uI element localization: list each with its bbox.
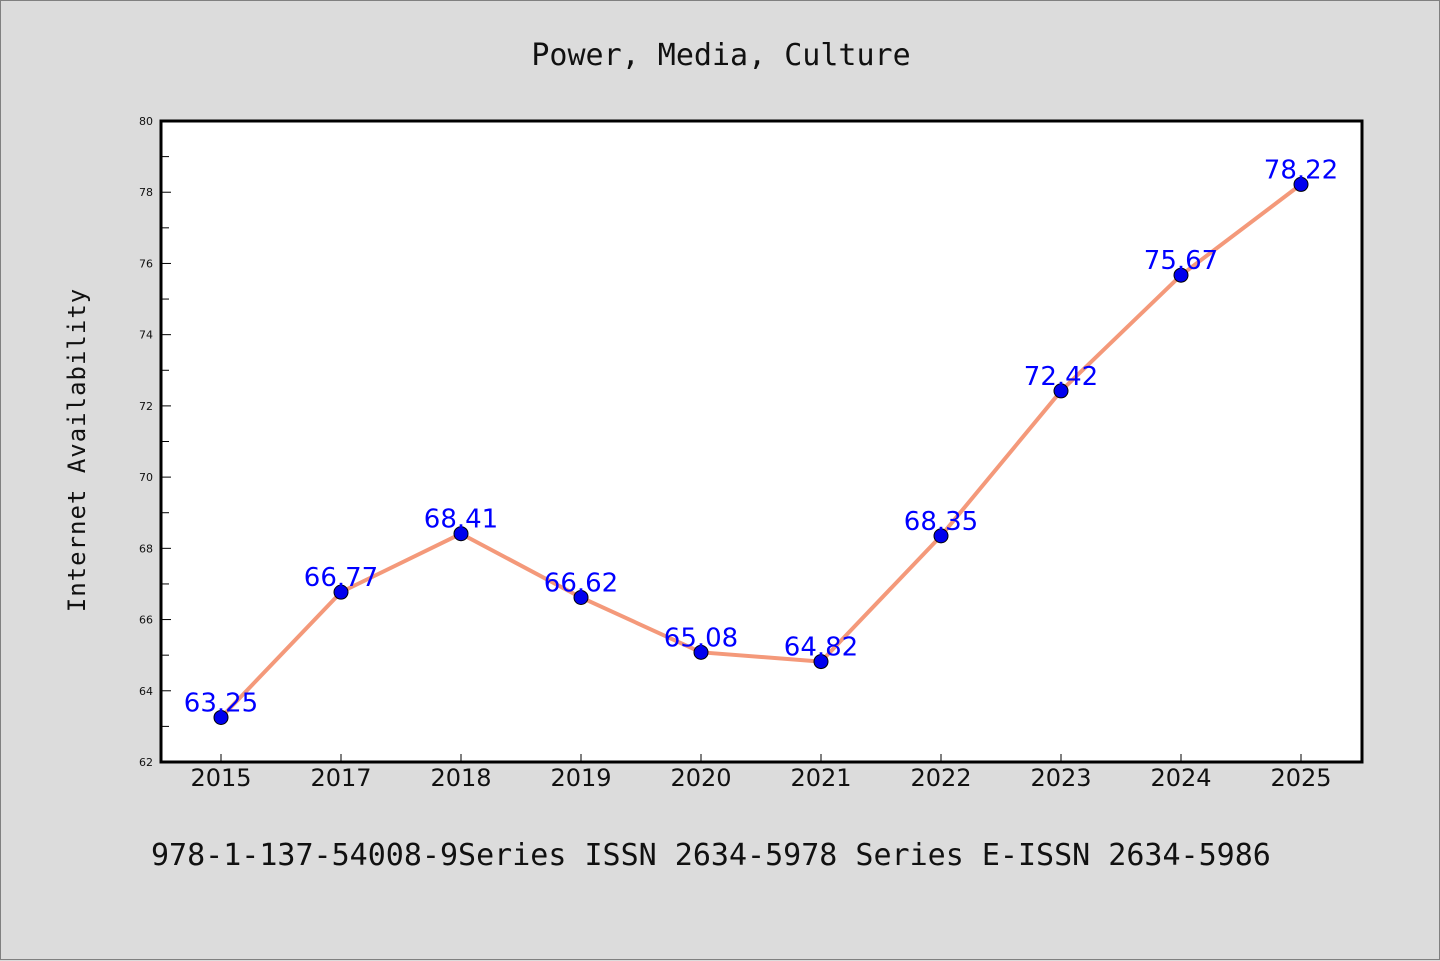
data-point [1293, 176, 1309, 192]
y-axis-label: Internet Availability [63, 288, 91, 612]
x-axis: 2015 2017 2018 2019 2020 2021 2022 2023 2024 2025 [190, 754, 1332, 792]
x-tick-label: 2023 [1030, 764, 1091, 792]
data-point [1053, 383, 1069, 399]
y-tick-label: 74 [139, 329, 153, 342]
series-line-group [219, 182, 1303, 720]
data-label: 65.08 [664, 623, 738, 653]
data-point [333, 584, 349, 600]
y-tick-label: 80 [139, 115, 153, 128]
chart-title: Power, Media, Culture [531, 38, 910, 73]
y-tick-label: 64 [139, 685, 153, 698]
x-tick-label: 2015 [190, 764, 251, 792]
data-point [933, 528, 949, 544]
data-point [813, 654, 829, 670]
data-label: 66.62 [544, 568, 618, 598]
data-label: 68.41 [424, 505, 498, 535]
data-point [213, 709, 229, 725]
y-tick-label: 66 [139, 614, 153, 627]
data-label: 72.42 [1024, 362, 1098, 392]
data-label: 66.77 [304, 563, 378, 593]
footer-text: 978-1-137-54008-9Series ISSN 2634-5978 S… [151, 838, 1271, 873]
y-tick-label: 62 [139, 756, 153, 769]
y-tick-label: 78 [139, 186, 153, 199]
x-tick-label: 2017 [310, 764, 371, 792]
x-tick-label: 2019 [550, 764, 611, 792]
x-tick-label: 2025 [1270, 764, 1331, 792]
data-point [453, 526, 469, 542]
data-label: 64.82 [784, 633, 858, 663]
data-label: 68.35 [904, 507, 978, 537]
x-tick-label: 2021 [790, 764, 851, 792]
y-tick-label: 68 [139, 542, 153, 555]
data-point [1173, 267, 1189, 283]
data-label: 75.67 [1144, 246, 1218, 276]
data-label: 63.25 [184, 688, 258, 718]
y-tick-label: 76 [139, 257, 153, 270]
x-tick-label: 2020 [670, 764, 731, 792]
data-point [693, 644, 709, 660]
data-point [573, 589, 589, 605]
x-tick-label: 2018 [430, 764, 491, 792]
y-axis: 62 64 66 68 70 72 74 76 78 80 [139, 115, 171, 769]
data-labels-group: 63.25 66.77 68.41 66.62 65.08 64.82 68.35 72.42… [184, 155, 1338, 718]
data-label: 78.22 [1264, 155, 1338, 185]
y-tick-label: 70 [139, 471, 153, 484]
y-tick-label: 72 [139, 400, 153, 413]
plot-area [159, 119, 1364, 764]
series-line [219, 182, 1303, 720]
x-tick-label: 2024 [1150, 764, 1211, 792]
markers-group [213, 176, 1309, 725]
x-tick-label: 2022 [910, 764, 971, 792]
